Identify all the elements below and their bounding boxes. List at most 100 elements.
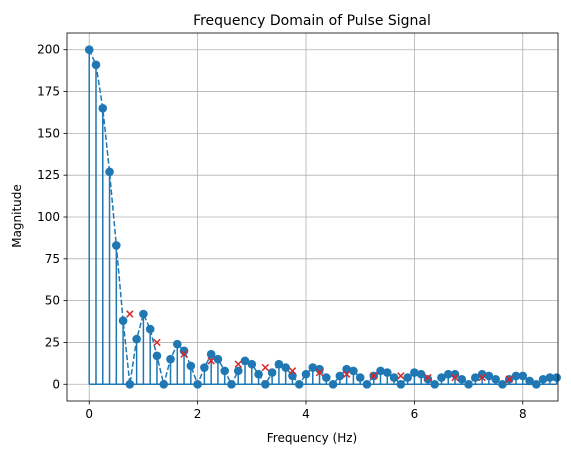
- stem-marker: [491, 374, 500, 384]
- stem-marker: [423, 374, 433, 384]
- stem-marker: [532, 379, 541, 389]
- x-tick-label: 6: [411, 407, 419, 421]
- stem-marker: [261, 379, 270, 389]
- peak-marker: [424, 373, 432, 382]
- peak-marker-stroke: [342, 370, 351, 378]
- stem-marker: [254, 369, 263, 379]
- peak-marker: [180, 350, 188, 358]
- stem-marker: [118, 316, 128, 326]
- peak-marker: [342, 370, 351, 378]
- stem-marker: [518, 371, 528, 381]
- stem-marker: [430, 379, 440, 389]
- y-tick-label: 75: [45, 252, 60, 266]
- stem-marker: [410, 368, 419, 377]
- stem-marker: [220, 366, 230, 376]
- x-tick-label: 8: [519, 407, 527, 421]
- axis-ticks: 0 2 4 6 8 0 25 50 75 100 125 150 175 200: [37, 43, 527, 421]
- y-tick-label: 50: [45, 294, 60, 308]
- peak-markers: [126, 310, 513, 383]
- peak-marker: [451, 373, 459, 382]
- stem-marker: [464, 379, 473, 389]
- peak-marker-stroke: [397, 372, 405, 380]
- stem-marker: [84, 45, 94, 55]
- stem-marker: [206, 349, 216, 359]
- peak-marker: [153, 338, 161, 347]
- stem-marker: [105, 167, 114, 177]
- peak-marker-stroke: [180, 350, 188, 358]
- stem-marker: [335, 371, 345, 381]
- stem-marker: [552, 373, 561, 382]
- y-tick-label: 200: [37, 43, 60, 57]
- stem-marker: [227, 379, 236, 389]
- stem-marker: [294, 379, 304, 389]
- grid: [67, 33, 558, 401]
- stem-marker: [471, 373, 480, 382]
- stem-marker: [139, 309, 148, 319]
- stem-marker: [355, 373, 365, 382]
- y-tick-label: 175: [37, 85, 60, 99]
- peak-marker-stroke: [126, 310, 134, 318]
- peak-marker: [288, 367, 297, 375]
- x-tick-label: 2: [194, 407, 202, 421]
- peak-marker-stroke: [424, 373, 432, 382]
- peak-marker-stroke: [288, 367, 297, 375]
- stems: [88, 49, 558, 386]
- stem-marker: [159, 379, 169, 389]
- stem-marker: [443, 369, 453, 379]
- stem-marker: [511, 371, 521, 381]
- peak-marker-stroke: [315, 368, 324, 377]
- y-tick-label: 25: [45, 335, 60, 349]
- stem-marker: [233, 366, 243, 376]
- stem-marker: [538, 374, 548, 384]
- stem-marker: [112, 241, 121, 250]
- stem-marker: [376, 366, 385, 376]
- y-axis-label: Magnitude: [10, 184, 24, 248]
- peak-marker-stroke: [234, 360, 242, 368]
- stem-marker: [132, 334, 141, 344]
- stem-marker: [281, 363, 290, 372]
- x-tick-label: 0: [85, 407, 93, 421]
- stem-marker: [200, 363, 209, 372]
- stem-marker: [125, 379, 135, 389]
- peak-marker: [370, 372, 378, 380]
- stem-marker: [166, 354, 175, 364]
- stem-marker: [498, 379, 507, 389]
- stem-marker: [403, 373, 412, 382]
- peak-marker: [397, 372, 405, 380]
- stem-marker: [98, 103, 108, 113]
- stem-marker: [308, 363, 318, 372]
- peak-marker-stroke: [207, 357, 215, 365]
- stem-marker: [382, 368, 392, 377]
- stem-marker: [457, 374, 467, 384]
- peak-marker-stroke: [478, 373, 486, 382]
- stem-marker: [213, 354, 223, 364]
- peak-marker: [234, 360, 242, 368]
- stem-marker: [274, 359, 284, 369]
- peak-marker: [315, 368, 324, 377]
- peak-marker: [207, 357, 215, 365]
- stem-marker: [322, 373, 331, 382]
- peak-marker: [126, 310, 134, 318]
- peak-marker: [505, 375, 513, 383]
- y-tick-label: 100: [37, 210, 60, 224]
- stem-marker: [328, 379, 338, 389]
- stem-marker: [362, 379, 372, 389]
- stem-marker: [186, 361, 196, 371]
- peak-marker: [478, 373, 486, 382]
- stem-marker: [91, 60, 101, 70]
- x-axis-label: Frequency (Hz): [267, 431, 358, 445]
- stem-marker: [396, 379, 406, 389]
- y-tick-label: 125: [37, 168, 60, 182]
- peak-marker-stroke: [505, 375, 513, 383]
- peak-marker-stroke: [261, 363, 270, 372]
- peak-marker: [261, 363, 270, 372]
- stem-marker: [152, 351, 162, 361]
- stem-marker: [247, 359, 257, 369]
- stem-marker: [193, 379, 202, 389]
- x-tick-label: 4: [302, 407, 310, 421]
- plot-frame: [66, 32, 559, 402]
- stem-marker: [349, 366, 358, 376]
- stem-marker: [172, 339, 182, 349]
